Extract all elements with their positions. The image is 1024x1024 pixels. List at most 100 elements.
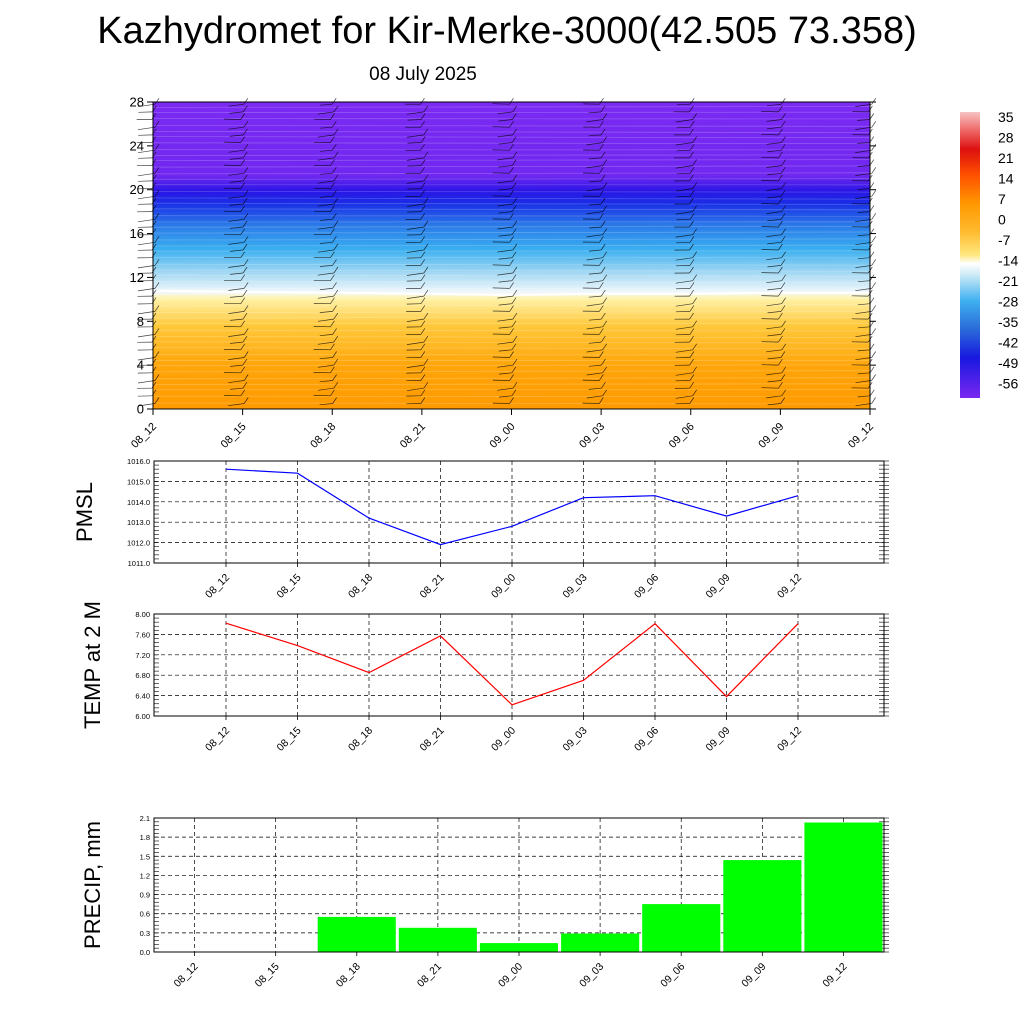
wind-barb (588, 134, 602, 137)
wind-barb-staff (871, 374, 876, 381)
x-tick-label: 09_09 (703, 572, 732, 601)
wind-barb-staff (420, 282, 426, 289)
wind-barb-staff (602, 113, 608, 120)
wind-barb-staff (332, 374, 337, 381)
isotherm-line (152, 402, 871, 405)
wind-barb-staff (420, 351, 426, 358)
wind-barb-staff (780, 121, 786, 128)
wind-barb-staff (602, 320, 608, 327)
wind-barb (675, 257, 693, 261)
wind-barb-staff (780, 305, 786, 312)
wind-barb (767, 357, 781, 360)
isotherm-line (152, 154, 871, 156)
wind-barb-staff (154, 282, 160, 289)
wind-barb (137, 380, 156, 384)
wind-barb (855, 149, 872, 153)
wind-barb (675, 119, 693, 123)
wind-barb-staff (240, 228, 245, 235)
wind-barb (586, 211, 603, 215)
wind-barb-staff (420, 374, 426, 381)
wind-barb-staff (331, 98, 337, 105)
wind-barb-staff (599, 98, 604, 105)
wind-barb-staff (333, 266, 339, 274)
wind-barb-staff (240, 366, 246, 373)
wind-barb-staff (599, 282, 604, 289)
freezing-level-line (152, 289, 870, 297)
wind-barb (228, 149, 245, 153)
wind-barb (857, 165, 870, 167)
wind-barb (767, 218, 782, 222)
wind-barb-staff (420, 213, 425, 220)
wind-barb-staff (511, 159, 517, 166)
wind-barb-staff (240, 182, 245, 189)
wind-barb (855, 195, 872, 199)
wind-barb-staff (600, 243, 606, 251)
wind-barb-staff (689, 197, 694, 205)
y-tick-label: 1.8 (140, 833, 150, 842)
wind-barb-staff (333, 358, 339, 366)
wind-barb-staff (420, 159, 426, 166)
wind-barb-staff (871, 213, 877, 220)
wind-barb (228, 126, 244, 130)
wind-barb-staff (242, 220, 248, 228)
series-line (225, 622, 799, 706)
wind-barb-staff (420, 305, 426, 312)
wind-barb-staff (689, 312, 694, 320)
wind-barb-staff (240, 274, 245, 281)
wind-barb-staff (780, 374, 786, 381)
wind-barb (228, 403, 245, 407)
wind-barb-staff (602, 205, 608, 212)
wind-barb-staff (330, 228, 335, 235)
wind-barb (855, 218, 872, 222)
wind-barb-staff (511, 136, 517, 143)
wind-barb-staff (692, 182, 697, 189)
wind-barb-staff (151, 113, 157, 120)
y-tick-label: 6.40 (135, 692, 150, 701)
wind-barb-staff (330, 113, 335, 120)
wind-barb (675, 372, 693, 376)
wind-barb (317, 111, 335, 115)
x-tick-label: 08_21 (417, 572, 446, 601)
isotherm-line (152, 370, 871, 373)
x-tick-label: 08_21 (398, 421, 428, 451)
wind-barb-staff (600, 105, 606, 113)
wind-barb-staff (871, 121, 877, 128)
wind-barb-staff (599, 236, 604, 243)
wind-barb-staff (243, 144, 249, 151)
wind-barb-staff (511, 205, 517, 212)
wind-barb (857, 326, 871, 329)
wind-barb (588, 295, 602, 298)
wind-barb (497, 157, 513, 161)
colorbar-label: -42 (998, 335, 1018, 351)
wind-barb-staff (242, 197, 248, 205)
wind-barb-staff (423, 151, 429, 159)
x-tick-label: 09_00 (489, 572, 518, 601)
colorbar-label: -7 (998, 232, 1011, 248)
wind-barb-staff (778, 105, 783, 113)
precip-bar (723, 860, 802, 952)
wind-barb-staff (423, 174, 429, 182)
wind-barb (497, 387, 514, 391)
wind-barb-staff (781, 205, 786, 212)
wind-barb-staff (512, 105, 517, 113)
wind-barb (761, 249, 779, 251)
wind-barb (137, 241, 156, 246)
wind-barb-staff (242, 243, 248, 251)
colorbar-label: -21 (998, 273, 1018, 289)
wind-barb-staff (689, 374, 695, 381)
isotherm-line (152, 136, 871, 139)
wind-barb (497, 203, 513, 207)
wind-barb-staff (599, 397, 604, 404)
wind-barb (766, 142, 782, 145)
wind-barb-staff (333, 243, 339, 251)
colorbar-label: 21 (998, 150, 1014, 166)
wind-barb (319, 403, 333, 406)
precip-bar (642, 904, 721, 952)
wind-barb-staff (599, 351, 604, 358)
x-tick-label: 08_15 (274, 725, 303, 754)
wind-barb-staff (778, 289, 783, 297)
colorbar: 35 28 21 14 7 0 -7 -14 -21 -28 -35 -42 -49 -56 (960, 109, 1018, 398)
wind-barb-staff (511, 297, 517, 304)
wind-barb (320, 195, 333, 198)
wind-barb-staff (512, 243, 518, 251)
